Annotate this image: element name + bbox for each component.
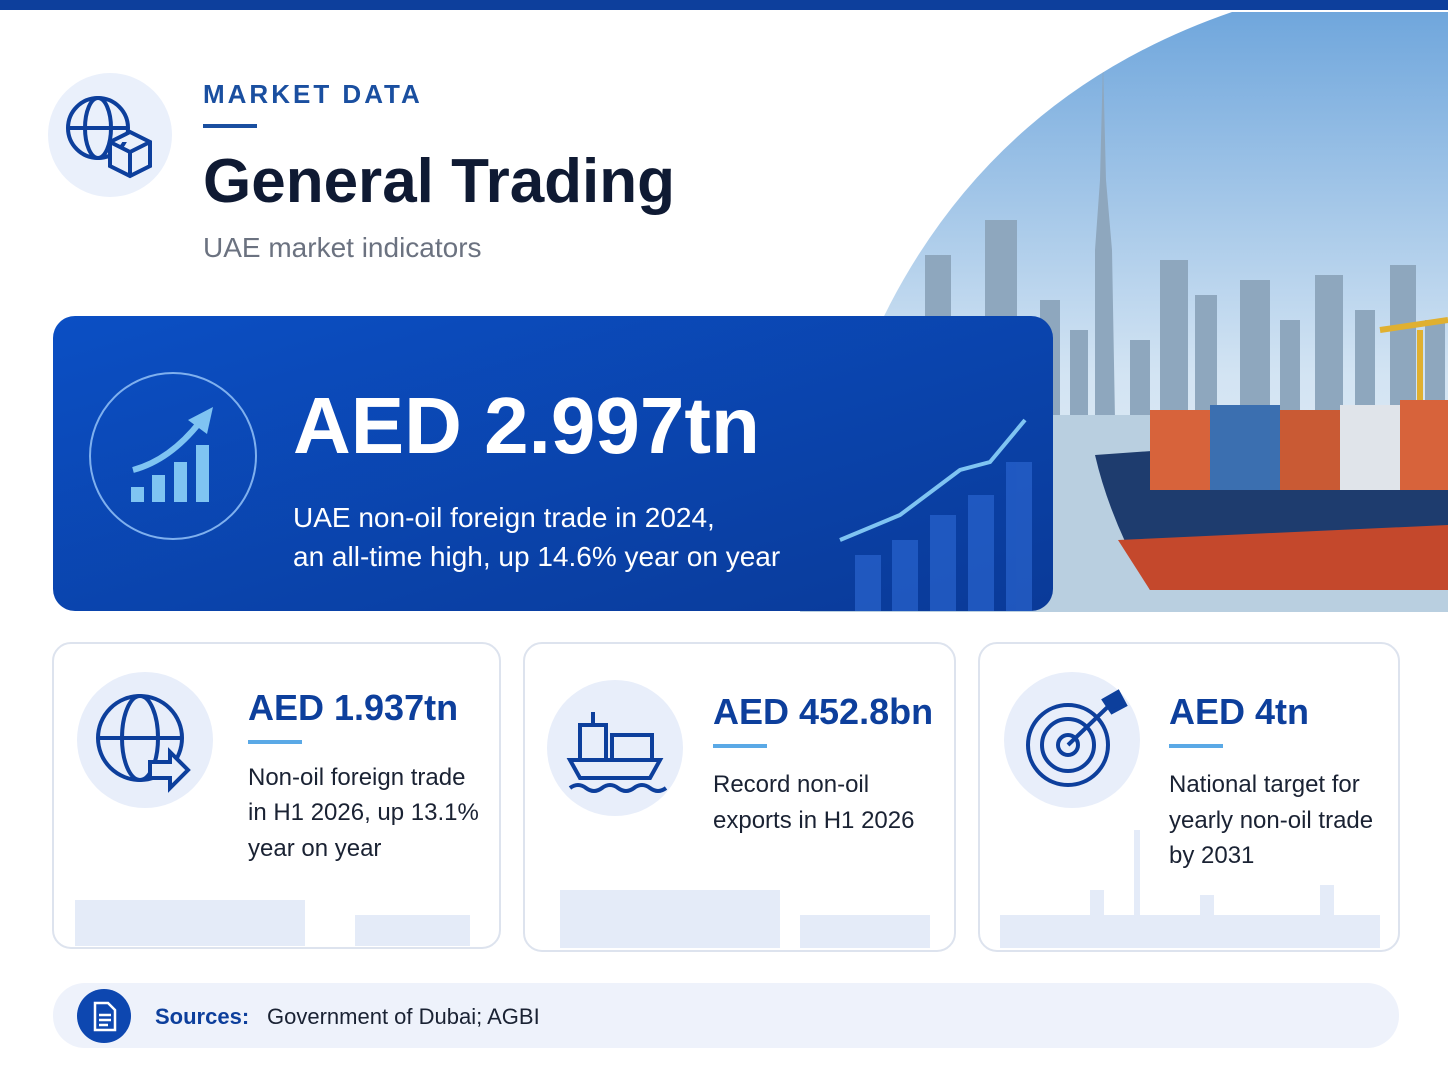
document-icon [93,1001,117,1032]
card: AED 452.8bn Record non-oil exports in H1… [523,642,956,952]
card-description: Non-oil foreign trade [248,764,465,791]
globe-box-icon [66,96,152,179]
sources-text: Government of Dubai; AGBI [267,1004,540,1029]
eyebrow-rule [203,124,257,128]
card-description: in H1 2026, up 13.1% [248,799,479,826]
sources-bar [53,983,1399,1048]
hero-card [53,316,1053,611]
card: AED 1.937tn Non-oil foreign trade in H1 … [52,642,501,949]
card-value: AED 4tn [1169,691,1309,732]
hero-chart-decoration [855,462,1032,611]
card-description: Record non-oil [713,771,869,798]
hero-value: AED 2.997tn [293,381,760,470]
hero-description: an all-time high, up 14.6% year on year [293,541,780,572]
sources-label: Sources: [155,1004,249,1029]
card-description: by 2031 [1169,842,1254,869]
card-decoration [75,900,470,946]
card-decoration [560,890,930,948]
growth-icon [131,407,213,502]
subtitle: UAE market indicators [203,232,482,263]
card-description: yearly non-oil trade [1169,807,1373,834]
title: General Trading [203,147,675,216]
target-icon [1026,689,1128,787]
eyebrow: MARKET DATA [203,79,423,109]
card-decoration [1000,830,1380,948]
card-description: year on year [248,835,381,862]
globe-arrow-icon [96,694,191,793]
card-value: AED 1.937tn [248,687,458,728]
card-rule [248,740,302,744]
card-value: AED 452.8bn [713,691,933,732]
card: AED 4tn National target for yearly non-o… [978,642,1400,952]
hero-description: UAE non-oil foreign trade in 2024, [293,502,715,533]
top-bar [0,0,1448,10]
card-description: National target for [1169,771,1360,798]
ship-icon [566,712,668,793]
card-rule [1169,744,1223,748]
card-rule [713,744,767,748]
hero-icon [89,372,257,540]
hero-trend-line [839,418,1027,542]
card-description: exports in H1 2026 [713,807,914,834]
card-icon [547,680,683,816]
